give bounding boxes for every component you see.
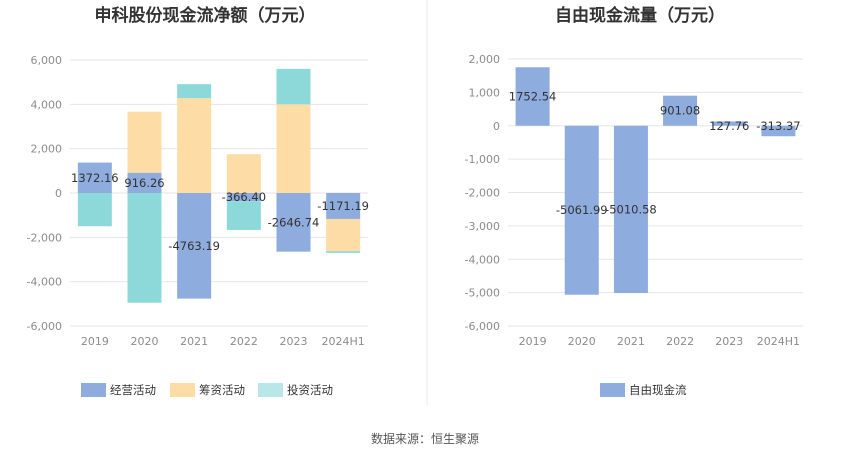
y-tick-label: -2,000 <box>465 187 500 200</box>
y-tick-label: -1,000 <box>465 153 500 166</box>
bar <box>515 67 550 126</box>
x-tick-label: 2019 <box>81 335 109 348</box>
bar <box>761 125 796 137</box>
legend-label: 筹资活动 <box>199 383 245 397</box>
legend-swatch <box>258 383 283 397</box>
data-label: 901.08 <box>660 104 700 118</box>
bar-segment <box>177 98 212 193</box>
bar-segment <box>127 193 162 303</box>
free-cashflow-title: 自由现金流量（万元） <box>555 5 725 26</box>
y-tick-label: -3,000 <box>465 220 500 233</box>
data-label: -4763.19 <box>168 239 220 253</box>
x-tick-label: 2019 <box>519 335 547 348</box>
data-label: 127.76 <box>709 119 749 133</box>
data-source-note: 数据来源：恒生聚源 <box>371 431 479 446</box>
y-tick-label: -5,000 <box>465 287 500 300</box>
bar-segment <box>276 193 311 252</box>
x-tick-label: 2021 <box>180 335 208 348</box>
bar-segment <box>326 251 361 253</box>
x-tick-label: 2024H1 <box>757 335 800 348</box>
y-tick-label: 0 <box>55 187 62 200</box>
legend-label: 经营活动 <box>110 383 156 397</box>
bar-segment <box>177 193 212 299</box>
data-label: -5061.99 <box>556 203 608 217</box>
x-tick-label: 2023 <box>280 335 308 348</box>
bar-segment <box>226 193 261 202</box>
bar <box>613 125 648 293</box>
legend-label: 自由现金流 <box>629 383 687 397</box>
bar-segment <box>226 201 261 230</box>
x-tick-label: 2022 <box>230 335 258 348</box>
data-label: -1171.19 <box>317 199 369 213</box>
x-tick-label: 2023 <box>715 335 743 348</box>
x-tick-label: 2024H1 <box>322 335 365 348</box>
legend-label: 投资活动 <box>287 383 333 397</box>
y-tick-label: -2,000 <box>27 231 62 244</box>
cashflow-net-chart: 申科股份现金流净额（万元） 1372.16 916.26 -4763.19 -366.… <box>27 5 369 397</box>
y-tick-label: -6,000 <box>27 320 62 333</box>
x-tick-label: 2020 <box>131 335 159 348</box>
y-tick-label: 0 <box>493 120 500 133</box>
bar-segment <box>127 172 162 193</box>
x-tick-label: 2022 <box>666 335 694 348</box>
bar-segment <box>326 193 361 219</box>
bar <box>564 125 599 295</box>
bar-segment <box>226 154 261 193</box>
bar-segment <box>276 104 311 193</box>
data-label: 1372.16 <box>71 171 119 185</box>
y-tick-label: -4,000 <box>465 253 500 266</box>
data-label: -366.40 <box>222 190 266 204</box>
y-tick-label: 2,000 <box>31 143 63 156</box>
bar-segment <box>77 162 112 193</box>
y-tick-label: 1,000 <box>469 86 501 99</box>
cashflow-net-title: 申科股份现金流净额（万元） <box>95 5 316 26</box>
legend-swatch <box>81 383 106 397</box>
bar-segment <box>326 218 361 252</box>
y-tick-label: -4,000 <box>27 276 62 289</box>
y-tick-label: -6,000 <box>465 320 500 333</box>
data-label: 916.26 <box>124 176 164 190</box>
bar-segment <box>276 68 311 105</box>
x-tick-label: 2020 <box>568 335 596 348</box>
y-tick-label: 6,000 <box>31 54 63 67</box>
y-tick-label: 2,000 <box>469 53 501 66</box>
free-cashflow-chart: 自由现金流量（万元） 1752.54 -5061.99-5010.58 901.08… <box>465 5 803 397</box>
legend-swatch <box>170 383 195 397</box>
data-label: 1752.54 <box>509 90 557 104</box>
legend-swatch <box>600 383 625 397</box>
data-label: -5010.58 <box>605 202 657 216</box>
data-label: -313.37 <box>756 119 800 133</box>
bar-segment <box>77 193 112 227</box>
bar-segment <box>127 111 162 173</box>
y-tick-label: 4,000 <box>31 98 63 111</box>
bar <box>712 121 747 126</box>
x-tick-label: 2021 <box>617 335 645 348</box>
bar-segment <box>177 84 212 99</box>
bar <box>663 95 698 126</box>
data-label: -2646.74 <box>268 215 320 229</box>
